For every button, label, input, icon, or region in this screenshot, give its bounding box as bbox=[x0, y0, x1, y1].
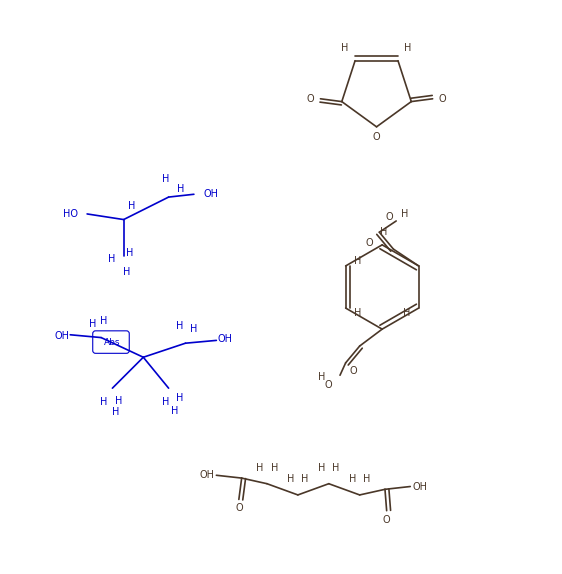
Text: H: H bbox=[379, 227, 387, 238]
Text: O: O bbox=[383, 515, 391, 525]
Text: OH: OH bbox=[413, 482, 428, 491]
Text: H: H bbox=[354, 308, 362, 317]
Text: O: O bbox=[366, 238, 374, 249]
Text: Abs: Abs bbox=[104, 338, 121, 347]
Text: H: H bbox=[170, 406, 178, 416]
Text: H: H bbox=[270, 463, 278, 473]
Text: H: H bbox=[318, 463, 325, 473]
Text: H: H bbox=[190, 324, 198, 334]
Text: H: H bbox=[107, 254, 115, 264]
Text: H: H bbox=[363, 474, 371, 484]
Text: H: H bbox=[332, 463, 340, 473]
Text: H: H bbox=[100, 397, 108, 407]
Text: H: H bbox=[111, 407, 119, 417]
Text: O: O bbox=[350, 366, 357, 377]
Text: O: O bbox=[373, 132, 380, 142]
Text: O: O bbox=[235, 503, 243, 513]
Text: H: H bbox=[348, 474, 356, 484]
Text: H: H bbox=[402, 308, 410, 317]
Text: H: H bbox=[176, 393, 184, 404]
Text: O: O bbox=[439, 94, 447, 104]
Text: H: H bbox=[401, 209, 409, 219]
Text: OH: OH bbox=[200, 470, 214, 480]
FancyBboxPatch shape bbox=[93, 331, 129, 354]
Text: H: H bbox=[128, 200, 136, 211]
Text: H: H bbox=[123, 267, 130, 277]
Text: H: H bbox=[125, 249, 133, 258]
Text: H: H bbox=[89, 319, 97, 328]
Text: H: H bbox=[301, 474, 309, 484]
Text: H: H bbox=[341, 44, 348, 53]
Text: OH: OH bbox=[203, 189, 218, 199]
Text: O: O bbox=[325, 381, 333, 390]
Text: H: H bbox=[256, 463, 264, 473]
Text: H: H bbox=[162, 174, 170, 184]
Text: H: H bbox=[318, 372, 326, 382]
Text: H: H bbox=[115, 395, 123, 405]
Text: O: O bbox=[306, 94, 314, 104]
Text: H: H bbox=[162, 397, 170, 407]
Text: H: H bbox=[100, 316, 108, 325]
Text: H: H bbox=[405, 44, 412, 53]
Text: H: H bbox=[176, 321, 184, 331]
Text: OH: OH bbox=[55, 331, 69, 341]
Text: H: H bbox=[354, 257, 362, 266]
Text: O: O bbox=[385, 212, 393, 222]
Text: H: H bbox=[177, 184, 185, 193]
Text: HO: HO bbox=[63, 209, 78, 219]
Text: OH: OH bbox=[217, 333, 232, 344]
Text: H: H bbox=[287, 474, 294, 484]
